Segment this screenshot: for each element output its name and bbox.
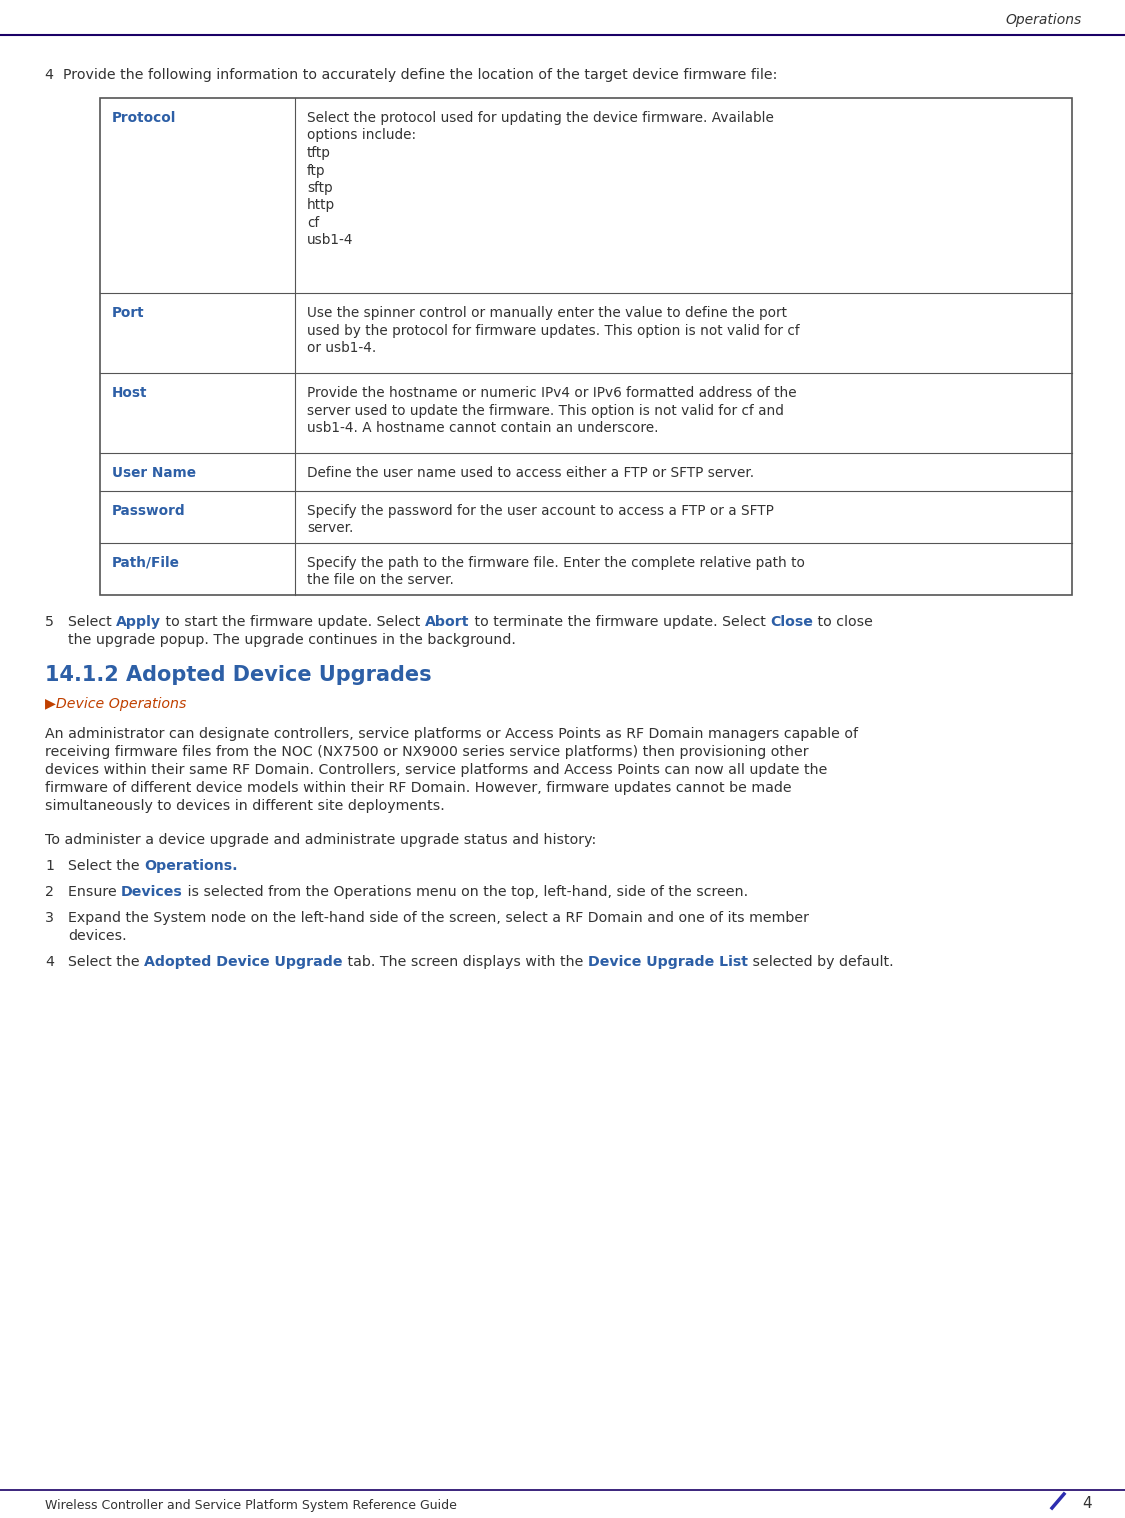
- Text: devices.: devices.: [68, 929, 127, 943]
- Text: To administer a device upgrade and administrate upgrade status and history:: To administer a device upgrade and admin…: [45, 833, 596, 847]
- Text: 2: 2: [45, 885, 54, 899]
- Text: Wireless Controller and Service Platform System Reference Guide: Wireless Controller and Service Platform…: [45, 1500, 457, 1512]
- Text: Operations: Operations: [1006, 14, 1082, 27]
- Text: Path/File: Path/File: [112, 556, 180, 569]
- Text: Select: Select: [68, 615, 116, 628]
- Text: the upgrade popup. The upgrade continues in the background.: the upgrade popup. The upgrade continues…: [68, 633, 516, 647]
- Text: Use the spinner control or manually enter the value to define the port: Use the spinner control or manually ente…: [307, 307, 788, 320]
- Text: Devices: Devices: [122, 885, 183, 899]
- Text: 14.1.2 Adopted Device Upgrades: 14.1.2 Adopted Device Upgrades: [45, 665, 432, 685]
- Text: to terminate the firmware update. Select: to terminate the firmware update. Select: [470, 615, 771, 628]
- Text: selected by default.: selected by default.: [747, 955, 893, 968]
- Text: Apply: Apply: [116, 615, 161, 628]
- Text: receiving firmware files from the NOC (NX7500 or NX9000 series service platforms: receiving firmware files from the NOC (N…: [45, 745, 809, 759]
- Text: tftp: tftp: [307, 146, 331, 159]
- Text: sftp: sftp: [307, 181, 333, 194]
- Text: Operations.: Operations.: [144, 859, 237, 873]
- Text: 4: 4: [45, 955, 54, 968]
- Text: cf: cf: [307, 216, 319, 231]
- Text: server used to update the firmware. This option is not valid for cf and: server used to update the firmware. This…: [307, 404, 784, 417]
- Text: Close: Close: [771, 615, 813, 628]
- Text: 3: 3: [45, 911, 54, 924]
- Text: Select the: Select the: [68, 955, 144, 968]
- Text: Define the user name used to access either a FTP or SFTP server.: Define the user name used to access eith…: [307, 466, 754, 480]
- Text: the file on the server.: the file on the server.: [307, 574, 453, 587]
- Text: server.: server.: [307, 522, 353, 536]
- Text: 1: 1: [45, 859, 54, 873]
- Text: http: http: [307, 199, 335, 213]
- Text: devices within their same RF Domain. Controllers, service platforms and Access P: devices within their same RF Domain. Con…: [45, 764, 827, 777]
- Text: usb1-4. A hostname cannot contain an underscore.: usb1-4. A hostname cannot contain an und…: [307, 420, 658, 436]
- Text: options include:: options include:: [307, 129, 416, 143]
- Bar: [100, 99, 1072, 595]
- Text: Port: Port: [112, 307, 145, 320]
- Text: Password: Password: [112, 504, 186, 518]
- Text: ftp: ftp: [307, 164, 325, 178]
- Text: Protocol: Protocol: [112, 111, 177, 124]
- Text: or usb1-4.: or usb1-4.: [307, 342, 376, 355]
- Text: Device Upgrade List: Device Upgrade List: [587, 955, 747, 968]
- Text: 4  Provide the following information to accurately define the location of the ta: 4 Provide the following information to a…: [45, 68, 777, 82]
- Text: Host: Host: [112, 386, 147, 401]
- Text: to start the firmware update. Select: to start the firmware update. Select: [161, 615, 425, 628]
- Text: to close: to close: [813, 615, 873, 628]
- Text: ▶Device Operations: ▶Device Operations: [45, 697, 187, 710]
- Text: Ensure: Ensure: [68, 885, 122, 899]
- Text: An administrator can designate controllers, service platforms or Access Points a: An administrator can designate controlle…: [45, 727, 858, 741]
- Text: Adopted Device Upgrade: Adopted Device Upgrade: [144, 955, 343, 968]
- Text: usb1-4: usb1-4: [307, 234, 353, 247]
- Text: Expand the System node on the left-hand side of the screen, select a RF Domain a: Expand the System node on the left-hand …: [68, 911, 809, 924]
- Text: is selected from the Operations menu on the top, left-hand, side of the screen.: is selected from the Operations menu on …: [183, 885, 748, 899]
- Text: 4: 4: [1082, 1495, 1091, 1510]
- Text: Abort: Abort: [425, 615, 470, 628]
- Text: simultaneously to devices in different site deployments.: simultaneously to devices in different s…: [45, 798, 444, 814]
- Text: Select the protocol used for updating the device firmware. Available: Select the protocol used for updating th…: [307, 111, 774, 124]
- Text: tab. The screen displays with the: tab. The screen displays with the: [343, 955, 587, 968]
- Text: Specify the path to the firmware file. Enter the complete relative path to: Specify the path to the firmware file. E…: [307, 556, 804, 569]
- Text: User Name: User Name: [112, 466, 196, 480]
- Text: 5: 5: [45, 615, 54, 628]
- Text: Provide the hostname or numeric IPv4 or IPv6 formatted address of the: Provide the hostname or numeric IPv4 or …: [307, 386, 796, 401]
- Text: firmware of different device models within their RF Domain. However, firmware up: firmware of different device models with…: [45, 780, 792, 795]
- Text: Select the: Select the: [68, 859, 144, 873]
- Text: used by the protocol for firmware updates. This option is not valid for cf: used by the protocol for firmware update…: [307, 323, 800, 337]
- Text: Specify the password for the user account to access a FTP or a SFTP: Specify the password for the user accoun…: [307, 504, 774, 518]
